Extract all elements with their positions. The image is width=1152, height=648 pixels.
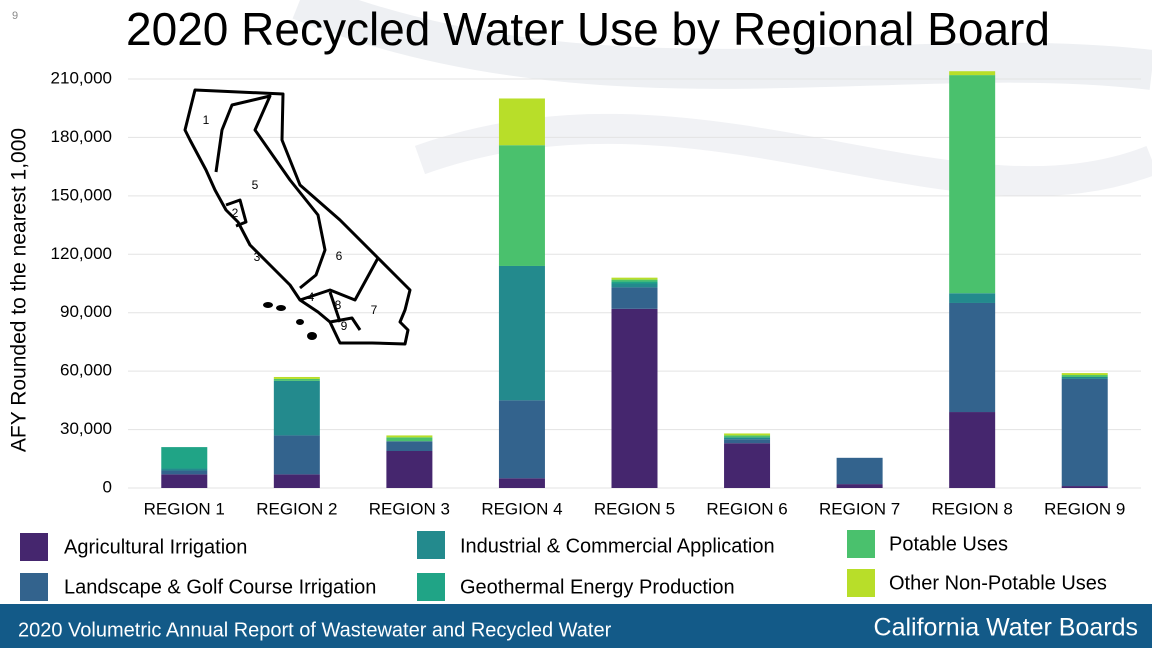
- x-tick-label: REGION 7: [819, 499, 900, 518]
- bar-segment: [386, 441, 433, 451]
- footer-left: 2020 Volumetric Annual Report of Wastewa…: [18, 619, 612, 641]
- bar-segment: [273, 474, 320, 488]
- legend-label: Landscape & Golf Course Irrigation: [64, 576, 376, 598]
- map-island: [276, 305, 286, 311]
- y-tick-label: 0: [103, 477, 112, 496]
- bar-segment: [498, 98, 545, 146]
- bar-segment: [161, 468, 208, 471]
- bar-segment: [611, 281, 658, 284]
- bar-segment: [949, 412, 996, 488]
- map-outline: [183, 88, 412, 346]
- x-tick-label: REGION 3: [369, 499, 450, 518]
- map-region-label: 2: [232, 206, 239, 220]
- bar-segment: [498, 478, 545, 488]
- bar-segment: [1061, 375, 1108, 377]
- bar-segment: [273, 376, 320, 379]
- map-region-label: 3: [254, 250, 261, 264]
- bar-segment: [836, 457, 883, 485]
- map-region-label: 5: [252, 178, 259, 192]
- bar-segment: [611, 308, 658, 488]
- bar-segment: [386, 435, 433, 438]
- map-region-label: 9: [341, 319, 348, 333]
- legend-swatch: [20, 573, 48, 601]
- bar-segment: [611, 283, 658, 288]
- chart-title: 2020 Recycled Water Use by Regional Boar…: [126, 3, 1050, 55]
- bar-segment: [949, 293, 996, 303]
- bar-segment: [498, 265, 545, 401]
- legend-label: Other Non-Potable Uses: [889, 572, 1107, 594]
- bar-segment: [611, 279, 658, 282]
- bar-segment: [611, 287, 658, 309]
- legend: Agricultural Irrigation Landscape & Golf …: [20, 530, 1107, 601]
- legend-label: Agricultural Irrigation: [64, 536, 247, 558]
- x-tick-label: REGION 5: [594, 499, 675, 518]
- bar-segment: [498, 400, 545, 479]
- slide-number: 9: [12, 10, 18, 22]
- map-boundary: [214, 94, 327, 290]
- x-tick-label: REGION 8: [932, 499, 1013, 518]
- map-region-label: 4: [308, 290, 315, 304]
- legend-swatch: [847, 569, 875, 597]
- legend-label: Industrial & Commercial Application: [460, 535, 775, 557]
- bar-segment: [273, 380, 320, 436]
- bar-segment: [949, 302, 996, 413]
- background-wave: [292, 0, 1152, 90]
- bar-segment: [949, 75, 996, 294]
- bar-segment: [1061, 486, 1108, 488]
- y-tick-label: 210,000: [51, 68, 112, 87]
- map-region-label: 8: [335, 298, 342, 312]
- bar-segment: [161, 447, 208, 469]
- bar-segment: [724, 439, 771, 444]
- bar-segment: [724, 435, 771, 438]
- bar-segment: [724, 437, 771, 440]
- legend-label: Potable Uses: [889, 533, 1008, 555]
- bar-segment: [273, 435, 320, 475]
- bar-segment: [1061, 376, 1108, 379]
- bar-segment: [161, 474, 208, 488]
- legend-swatch: [417, 531, 445, 559]
- footer-right: California Water Boards: [874, 614, 1138, 642]
- bar-segment: [386, 450, 433, 488]
- x-tick-label: REGION 4: [481, 499, 562, 518]
- map-island: [296, 319, 304, 325]
- y-axis-label: AFY Rounded to the nearest 1,000: [8, 128, 31, 452]
- legend-swatch: [20, 533, 48, 561]
- bar-segment: [724, 443, 771, 488]
- bar-segment: [836, 484, 883, 488]
- bar-segment: [1061, 373, 1108, 376]
- y-tick-label: 150,000: [51, 185, 112, 204]
- plot-area: 0 30,000 60,000 90,000 120,000 150,000 180,000…: [51, 68, 1141, 518]
- footer-bar: [0, 604, 1152, 648]
- map-region-label: 1: [203, 113, 210, 127]
- bar-segment: [949, 71, 996, 76]
- bar-segment: [611, 277, 658, 280]
- legend-swatch: [847, 530, 875, 558]
- bar-segment: [1061, 378, 1108, 487]
- y-tick-label: 90,000: [60, 302, 112, 321]
- bar-segment: [724, 433, 771, 436]
- map-region-label: 6: [336, 249, 343, 263]
- map-boundary: [225, 198, 380, 331]
- map-region-label: 7: [371, 303, 378, 317]
- map-island: [263, 302, 273, 308]
- map-island: [307, 332, 317, 340]
- bar-segment: [386, 437, 433, 442]
- y-tick-label: 60,000: [60, 361, 112, 380]
- legend-label: Geothermal Energy Production: [460, 576, 735, 598]
- bar-segment: [273, 378, 320, 381]
- y-tick-label: 180,000: [51, 127, 112, 146]
- y-tick-label: 30,000: [60, 419, 112, 438]
- x-tick-label: REGION 2: [256, 499, 337, 518]
- legend-swatch: [417, 573, 445, 601]
- bar-segment: [498, 145, 545, 266]
- x-tick-label: REGION 1: [144, 499, 225, 518]
- x-tick-label: REGION 6: [706, 499, 787, 518]
- x-tick-label: REGION 9: [1044, 499, 1125, 518]
- y-tick-label: 120,000: [51, 244, 112, 263]
- california-map: 1 2 3 4 5 6 7 8 9: [183, 88, 412, 346]
- bar-segment: [161, 470, 208, 475]
